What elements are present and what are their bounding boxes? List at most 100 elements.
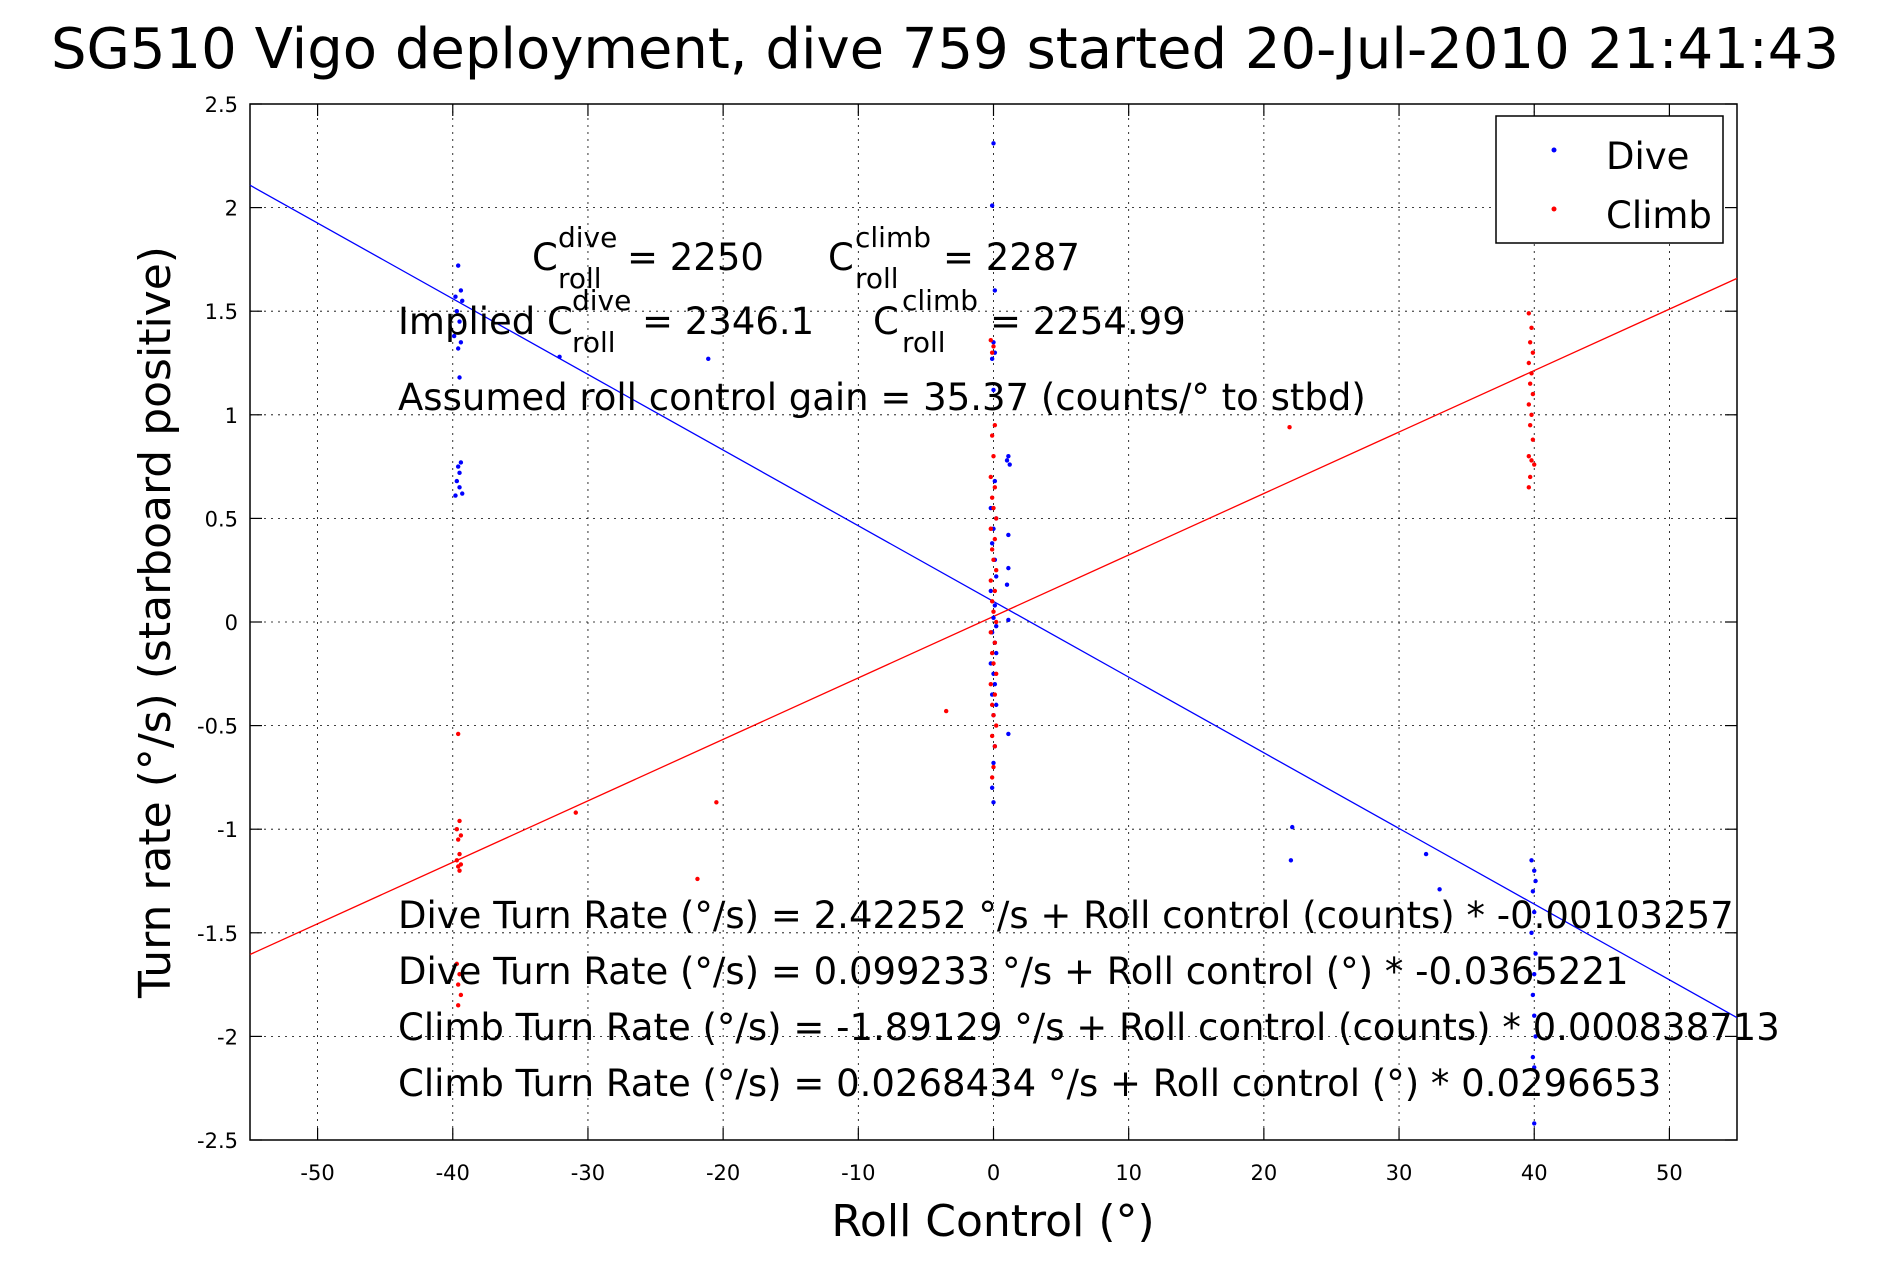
y-tick-label: 0.5 [205, 507, 238, 531]
chart-title: SG510 Vigo deployment, dive 759 started … [51, 17, 1839, 82]
climb-point [994, 723, 999, 728]
dive-point [991, 387, 996, 393]
dive-point [1533, 878, 1538, 884]
climb-point [1530, 391, 1536, 397]
implied-climb-value: = 2254.99 [990, 300, 1186, 343]
dive-point [458, 288, 464, 293]
dive-point [989, 785, 995, 790]
dive-point [455, 464, 461, 469]
dive-point [994, 650, 999, 656]
y-tick-label: 2.5 [205, 93, 238, 117]
dive-point [1423, 851, 1429, 857]
climb-point [988, 474, 993, 480]
climb-point [1526, 311, 1532, 316]
climb-point [1526, 454, 1532, 459]
dive-point [1006, 454, 1011, 459]
climb-point [989, 702, 995, 708]
dive-point [457, 319, 462, 324]
x-tick-label: -40 [436, 1161, 470, 1185]
climb-point [457, 851, 462, 857]
dive-point [1532, 1013, 1537, 1018]
x-tick-label: -10 [841, 1161, 875, 1185]
implied-dive-sup: dive [572, 284, 631, 317]
dive-point [1290, 824, 1295, 830]
climb-point [454, 858, 460, 863]
y-tick-label: 2 [225, 197, 238, 221]
dive-point [1530, 992, 1536, 998]
climb-point [1529, 371, 1534, 376]
x-axis-label: Roll Control (°) [831, 1196, 1154, 1247]
x-tick-label: 30 [1386, 1161, 1413, 1185]
climb-point [1529, 412, 1534, 417]
implied-climb-base: C [873, 300, 899, 343]
climb-point [991, 764, 996, 770]
climb-point [989, 775, 995, 780]
y-axis-ticks: -2.5 -2 -1.5 -1 -0.5 0 0.5 1 1.5 2 2.5 [197, 93, 1737, 1153]
climb-point [992, 692, 998, 697]
dive-point [1529, 930, 1534, 935]
dive-point [992, 478, 998, 484]
y-tick-label: 1.5 [205, 300, 238, 324]
dive-point [994, 623, 999, 629]
dive-point [1532, 909, 1537, 915]
dive-point [460, 491, 465, 496]
dive-point [989, 203, 995, 208]
y-tick-label: -2.5 [197, 1129, 238, 1153]
x-tick-label: 0 [987, 1161, 1000, 1185]
dive-point [1004, 458, 1010, 463]
climb-point [455, 837, 461, 842]
climb-counts-equation: Climb Turn Rate (°/s) = -1.89129 °/s + R… [398, 1006, 1780, 1049]
climb-point [991, 713, 996, 718]
climb-point [1527, 381, 1533, 386]
x-tick-label: -50 [300, 1161, 334, 1185]
c-dive-value: = 2250 [627, 236, 764, 279]
climb-point [992, 536, 998, 542]
climb-point [1530, 437, 1536, 442]
climb-point [1529, 325, 1534, 330]
c-dive-sup: dive [558, 221, 617, 254]
climb-point [1526, 485, 1532, 490]
dive-point [1532, 1065, 1537, 1070]
dive-point [992, 288, 998, 293]
climb-point [994, 619, 999, 625]
climb-point [989, 599, 995, 604]
dive-point [460, 298, 465, 304]
climb-point [455, 731, 461, 737]
climb-point [992, 744, 998, 749]
climb-point [988, 338, 993, 343]
x-tick-label: -30 [571, 1161, 605, 1185]
dive-point [458, 460, 464, 465]
climb-point [988, 630, 993, 635]
implied-prefix: Implied C [398, 300, 573, 343]
climb-point [573, 810, 578, 815]
dive-point [1529, 858, 1534, 863]
y-tick-label: 1 [225, 404, 238, 428]
climb-point [454, 961, 460, 967]
dive-point [989, 356, 995, 362]
dive-degrees-equation: Dive Turn Rate (°/s) = 0.099233 °/s + Ro… [398, 950, 1629, 993]
climb-point [458, 992, 464, 998]
dive-point [455, 346, 461, 351]
x-tick-label: 10 [1115, 1161, 1142, 1185]
dive-point [1006, 565, 1011, 571]
y-tick-label: -1.5 [197, 922, 238, 946]
climb-point [454, 827, 460, 832]
climb-point [1527, 340, 1533, 345]
dive-point [1532, 972, 1537, 977]
dive-point [1532, 1121, 1537, 1126]
dive-point [1533, 951, 1538, 956]
climb-point [1527, 422, 1533, 428]
dive-point [991, 760, 996, 766]
climb-point [1526, 360, 1532, 366]
dive-point [1006, 731, 1011, 737]
legend-dive-marker [1551, 147, 1557, 153]
c-climb-annotation: C climb roll = 2287 [828, 221, 1080, 295]
x-tick-label: 50 [1656, 1161, 1683, 1185]
climb-point [992, 485, 998, 490]
dive-point [457, 470, 462, 476]
climb-point [989, 650, 995, 656]
y-tick-label: -2 [217, 1025, 238, 1049]
dive-point [706, 356, 711, 362]
climb-point [988, 578, 993, 583]
